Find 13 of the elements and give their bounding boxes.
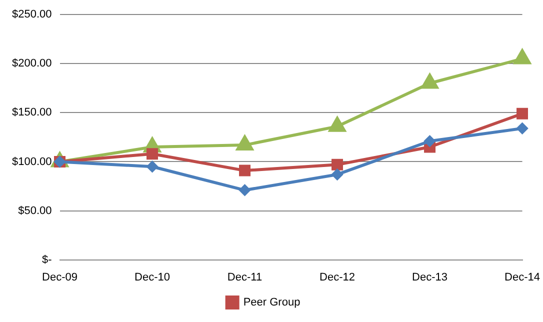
x-tick-label: Dec-10 [134,271,170,284]
y-tick-label: $- [42,254,52,266]
y-tick-label: $50.00 [18,204,52,217]
y-tick-label: $100.00 [12,156,52,168]
x-tick-label: Dec-14 [504,271,540,284]
y-tick-label: $250.00 [12,8,52,21]
y-tick-label: $200.00 [12,58,52,70]
x-tick-label: Dec-11 [227,271,262,284]
x-tick-label: Dec-12 [320,271,355,284]
x-tick-label: Dec-13 [412,271,448,284]
y-tick-label: $150.00 [12,106,52,119]
legend-label: Peer Group [243,296,300,309]
x-tick-label: Dec-09 [42,271,78,284]
